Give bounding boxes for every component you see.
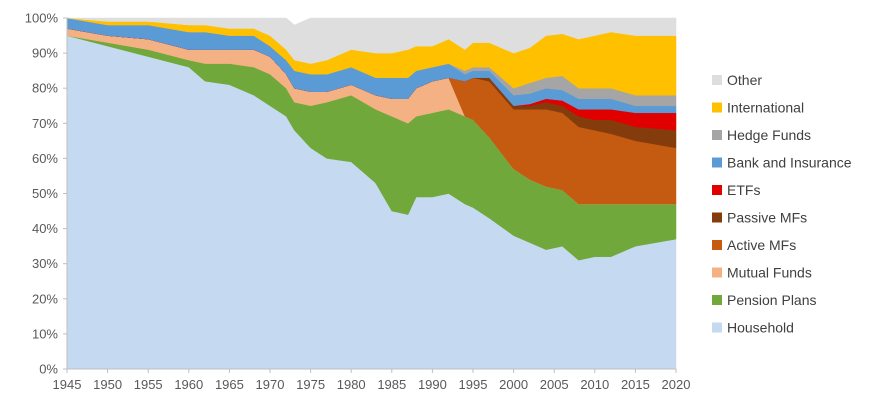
legend: Other International Hedge Funds Bank and In… bbox=[712, 72, 852, 336]
y-tick-label: 60% bbox=[32, 151, 58, 166]
area-other bbox=[66, 17, 677, 64]
legend-swatch bbox=[712, 322, 722, 333]
legend-label: Other bbox=[727, 72, 762, 88]
y-tick-label: 80% bbox=[32, 81, 58, 96]
y-tick-label: 100% bbox=[25, 11, 59, 26]
legend-swatch bbox=[712, 185, 722, 195]
x-tick-label: 2020 bbox=[662, 377, 691, 392]
legend-swatch bbox=[712, 240, 722, 250]
y-tick-label: 30% bbox=[32, 256, 58, 271]
x-tick-label: 2005 bbox=[540, 377, 569, 392]
y-tick-label: 70% bbox=[32, 116, 58, 131]
legend-swatch bbox=[712, 102, 722, 113]
y-tick-label: 90% bbox=[32, 46, 58, 61]
y-tick-label: 10% bbox=[32, 326, 58, 341]
area-layer bbox=[66, 17, 677, 370]
axis-layer: 0% 10% 20% 30% 40% 50% 60% 70% 80% 90% 100% 1945 195… bbox=[25, 11, 691, 393]
x-tick-label: 1965 bbox=[215, 377, 244, 392]
legend-swatch bbox=[712, 75, 722, 85]
legend-swatch bbox=[712, 130, 722, 140]
legend-label: ETFs bbox=[727, 182, 760, 198]
y-tick-label: 0% bbox=[39, 362, 58, 377]
y-tick-label: 40% bbox=[32, 221, 58, 236]
x-tick-label: 2000 bbox=[499, 377, 528, 392]
legend-swatch bbox=[712, 295, 722, 305]
x-tick-label: 1970 bbox=[256, 377, 285, 392]
legend-label: Household bbox=[727, 320, 794, 336]
x-tick-label: 1975 bbox=[296, 377, 325, 392]
x-tick-label: 1960 bbox=[174, 377, 203, 392]
legend-label: Pension Plans bbox=[727, 292, 817, 308]
legend-label: Hedge Funds bbox=[727, 127, 811, 143]
x-tick-label: 1950 bbox=[93, 377, 122, 392]
y-tick-label: 50% bbox=[32, 186, 58, 201]
legend-label: Passive MFs bbox=[727, 210, 807, 226]
x-tick-label: 1990 bbox=[418, 377, 447, 392]
legend-label: International bbox=[727, 100, 804, 116]
legend-label: Mutual Funds bbox=[727, 265, 812, 281]
legend-swatch bbox=[712, 267, 722, 278]
legend-swatch bbox=[712, 212, 722, 223]
legend-swatch bbox=[712, 157, 722, 168]
x-tick-label: 1955 bbox=[134, 377, 163, 392]
x-tick-label: 1995 bbox=[459, 377, 488, 392]
x-tick-label: 2010 bbox=[580, 377, 609, 392]
x-tick-label: 2015 bbox=[621, 377, 650, 392]
x-tick-label: 1980 bbox=[337, 377, 366, 392]
legend-label: Bank and Insurance bbox=[727, 155, 852, 171]
y-tick-label: 20% bbox=[32, 291, 58, 306]
x-tick-label: 1945 bbox=[53, 377, 82, 392]
x-tick-label: 1985 bbox=[377, 377, 406, 392]
legend-label: Active MFs bbox=[727, 237, 796, 253]
